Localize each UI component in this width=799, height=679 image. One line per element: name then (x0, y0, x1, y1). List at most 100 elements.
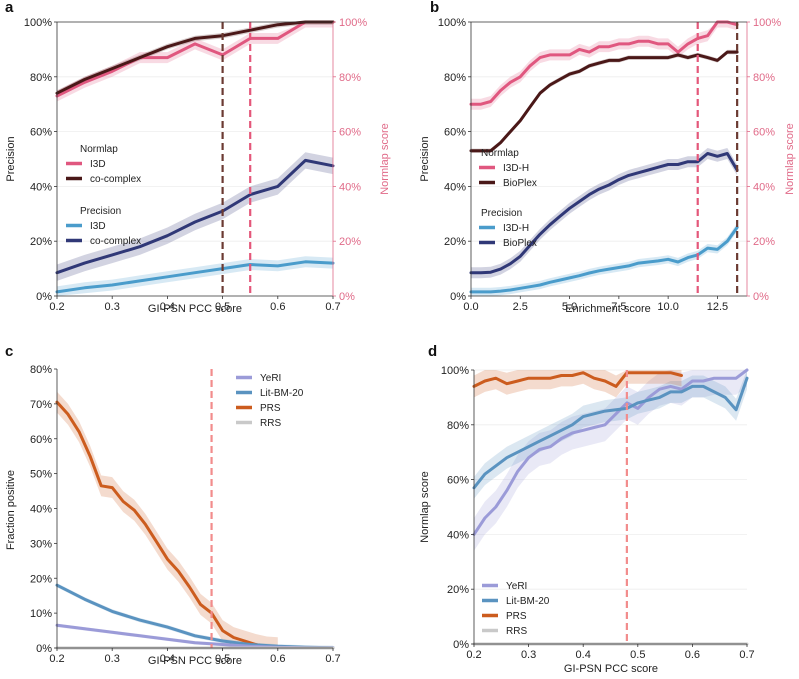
panel-a-xtick-label: 0.5 (215, 301, 230, 313)
panel-c-xtick-label: 0.3 (105, 653, 120, 665)
panel-b-ytick-label: 0% (450, 291, 466, 303)
panel-b-xtick-label: 7.5 (611, 301, 626, 313)
panel-a-line-normlap-i3d (55, 20, 335, 98)
panel-d-xlabel: GI-PSN PCC score (564, 663, 658, 675)
panel-b-ytick-right-label: 100% (753, 17, 781, 29)
panel-a-ytick-label: 20% (30, 236, 52, 248)
panel-a-ylabel-right: Normlap score (379, 123, 391, 195)
panel-a-ylabel: Precision (5, 136, 17, 181)
panel-a-xtick-label: 0.4 (160, 301, 175, 313)
panel-c-band-prs (57, 391, 278, 648)
panel-b-ytick-right-label: 20% (753, 236, 775, 248)
panel-d-band-prs (474, 370, 682, 398)
panel-d-line-prs (472, 371, 683, 388)
panel-b-ytick-right-label: 80% (753, 72, 775, 84)
panel-d-xtick-label: 0.7 (739, 649, 754, 661)
panel-b-ytick-right-label: 60% (753, 127, 775, 139)
panel-a-ytick-right-label: 20% (339, 236, 361, 248)
panel-d-xtick-label: 0.2 (466, 649, 481, 661)
panel-b-legend-label: I3D-H (503, 223, 529, 234)
panel-a-xtick-label: 0.6 (270, 301, 285, 313)
panel-c-xtick-label: 0.7 (325, 653, 340, 665)
panel-a-xtick-label: 0.3 (105, 301, 120, 313)
panel-a-ytick-right-label: 80% (339, 72, 361, 84)
panel-b-ylabel: Precision (419, 136, 431, 181)
panel-b-ylabel-right: Normlap score (784, 123, 796, 195)
panel-a-legend-label: co-complex (90, 174, 141, 185)
panel-a-band-normlap-i3d (57, 22, 333, 102)
panel-b-xtick-label: 5.0 (562, 301, 577, 313)
panel-d-xtick-label: 0.3 (521, 649, 536, 661)
panel-b-legend-label: I3D-H (503, 163, 529, 174)
panel-d-legend-label: PRS (506, 611, 527, 622)
panel-d-legend-label: RRS (506, 626, 527, 637)
panel-c-ylabel: Fraction positive (5, 470, 17, 550)
panel-b-legend-label: BioPlex (503, 178, 537, 189)
panel-d-ytick-label: 60% (447, 475, 469, 487)
panel-d-legend-label: Lit-BM-20 (506, 596, 550, 607)
panel-d-ytick-label: 20% (447, 584, 469, 596)
panel-d-xtick-label: 0.5 (630, 649, 645, 661)
panel-d-legend-label: YeRI (506, 581, 527, 592)
panel-a-xtick-label: 0.2 (49, 301, 64, 313)
panel-a-legend-title: Precision (80, 206, 121, 217)
panel-d-line-lit-bm-20 (472, 376, 749, 490)
panel-c-ytick-label: 40% (30, 504, 52, 516)
panel-c-line-prs (55, 400, 280, 650)
panel-d-band-lit-bm-20 (474, 370, 747, 499)
panel-c-xtick-label: 0.2 (49, 653, 64, 665)
panel-label-d: d (428, 343, 437, 360)
panel-a-band-precision-co-complex (57, 152, 333, 281)
panel-c-ytick-label: 10% (30, 608, 52, 620)
panel-b-xtick-label: 2.5 (513, 301, 528, 313)
panel-c-legend-label: PRS (260, 403, 281, 414)
panel-a-ytick-right-label: 0% (339, 291, 355, 303)
panel-a-line-precision-i3d (55, 260, 335, 294)
panel-c-ytick-label: 30% (30, 538, 52, 550)
panel-b-band-normlap-i3d-h (471, 22, 738, 110)
panel-b-xtick-label: 0.0 (463, 301, 478, 313)
panel-b-legend-title: Normlap (481, 148, 519, 159)
panel-c-xtick-label: 0.6 (270, 653, 285, 665)
panel-c-ytick-label: 60% (30, 434, 52, 446)
panel-a-ytick-right-label: 100% (339, 17, 367, 29)
panel-c-ytick-label: 0% (36, 643, 52, 655)
panel-c-legend-label: RRS (260, 418, 281, 429)
panel-b-ytick-label: 40% (444, 181, 466, 193)
panel-a-ytick-right-label: 40% (339, 181, 361, 193)
panel-a-ytick-label: 40% (30, 181, 52, 193)
panel-b-xtick-label: 10.0 (657, 301, 678, 313)
panel-d-band-yeri (474, 370, 747, 551)
panel-b-ytick-label: 20% (444, 236, 466, 248)
panel-d-ytick-label: 100% (441, 365, 469, 377)
panel-c-ytick-label: 50% (30, 469, 52, 481)
panel-b-band-normlap-bioplex (471, 49, 738, 153)
panel-c: c Fraction positive GI-PSN PCC score 0% 1… (5, 343, 341, 667)
panel-d-ylabel: Normlap score (419, 471, 431, 543)
panel-b-legend-title: Precision (481, 208, 522, 219)
panel-d-xtick-label: 0.4 (576, 649, 591, 661)
panel-d-line-yeri (472, 368, 749, 536)
panel-a-legend-label: I3D (90, 159, 106, 170)
panel-label-a: a (5, 0, 14, 16)
panel-c-xlabel: GI-PSN PCC score (148, 655, 242, 667)
panel-b: b Precision Normlap score Enrichment sco… (419, 0, 796, 315)
panel-d-ytick-label: 0% (453, 639, 469, 651)
panel-b-xlabel: Enrichment score (565, 303, 651, 315)
panel-b-ytick-label: 60% (444, 127, 466, 139)
panel-b-line-normlap-bioplex (469, 50, 739, 153)
panel-a-ytick-label: 100% (24, 17, 52, 29)
panel-c-ytick-label: 70% (30, 399, 52, 411)
panel-a-xtick-label: 0.7 (325, 301, 340, 313)
panel-label-b: b (430, 0, 439, 16)
panel-a-legend-title: Normlap (80, 144, 118, 155)
panel-a-xlabel: GI-PSN PCC score (148, 303, 242, 315)
panel-d-ytick-label: 80% (447, 420, 469, 432)
panel-a: a Precision Normlap score GI-PSN PCC sco… (5, 0, 391, 315)
panel-b-ytick-label: 80% (444, 72, 466, 84)
panel-b-ytick-right-label: 40% (753, 181, 775, 193)
panel-d-ytick-label: 40% (447, 529, 469, 541)
panel-b-ytick-right-label: 0% (753, 291, 769, 303)
panel-c-xtick-label: 0.4 (160, 653, 175, 665)
